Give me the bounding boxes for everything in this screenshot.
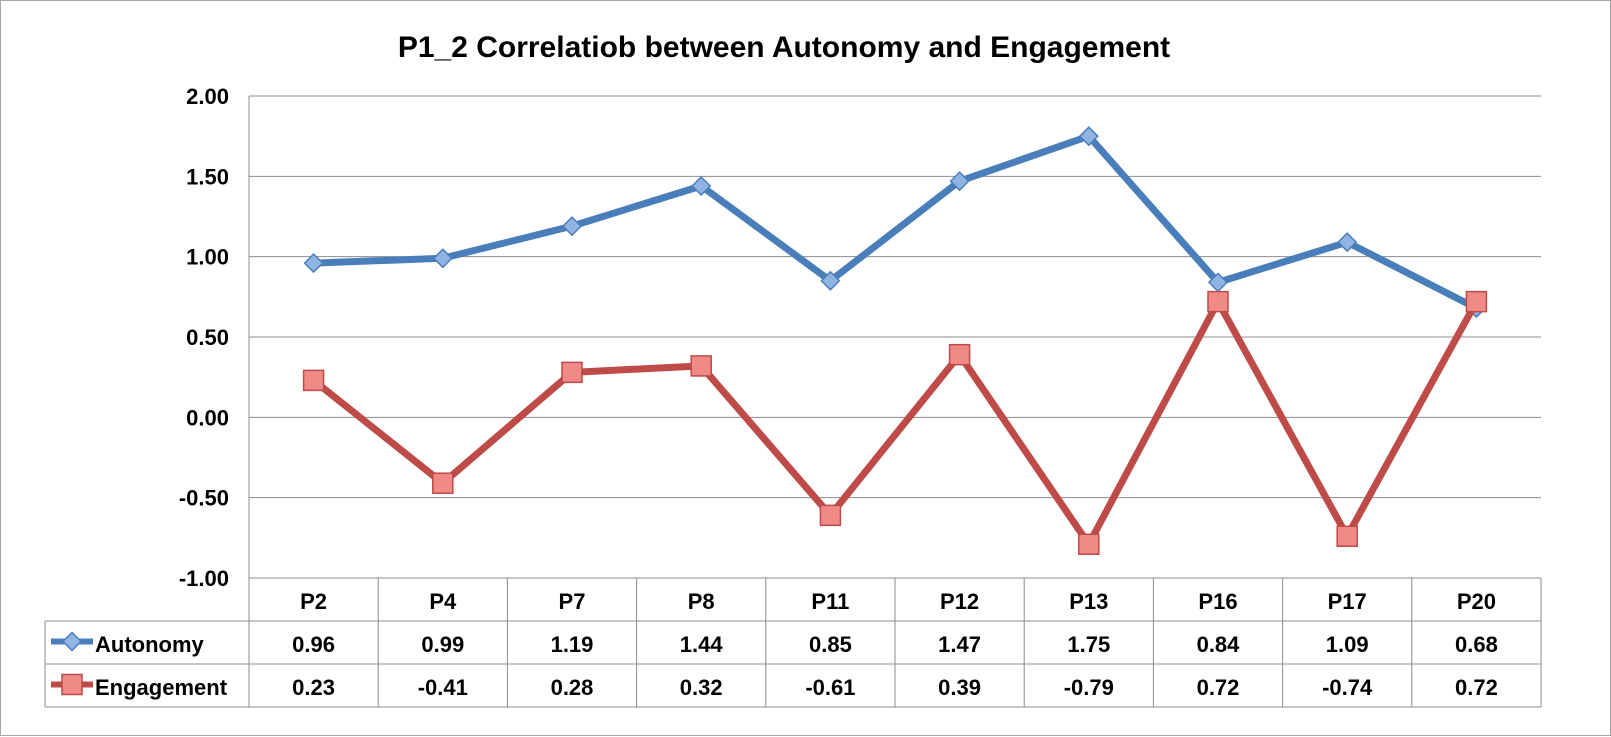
- y-tick-label: 1.00: [186, 245, 229, 270]
- data-point: [820, 270, 841, 291]
- y-tick-label: 0.50: [186, 325, 229, 350]
- data-point: [1336, 525, 1358, 547]
- data-point: [1078, 126, 1099, 147]
- series-line: [313, 132, 1478, 312]
- data-point: [949, 171, 970, 192]
- data-point: [948, 343, 971, 366]
- data-point: [303, 253, 324, 274]
- legend-marker: [61, 673, 83, 696]
- data-label: 0.68: [1455, 632, 1498, 657]
- y-tick-label: 2.00: [186, 84, 229, 109]
- series-layer: [302, 126, 1488, 556]
- data-point: [819, 504, 842, 527]
- category-label: P16: [1198, 589, 1237, 614]
- series-engagement: [302, 290, 1488, 556]
- chart-title: P1_2 Correlatiob between Autonomy and En…: [398, 31, 1170, 64]
- series-autonomy: [303, 126, 1487, 319]
- data-point: [561, 216, 583, 237]
- data-label: -0.79: [1064, 675, 1114, 700]
- data-point: [302, 369, 325, 392]
- data-label: 1.75: [1067, 632, 1110, 657]
- data-point: [1078, 533, 1100, 556]
- series-line: [311, 298, 1480, 548]
- data-label: -0.41: [418, 675, 468, 700]
- data-label: 1.44: [680, 632, 724, 657]
- legend-label: Autonomy: [95, 632, 205, 657]
- data-point: [432, 472, 454, 494]
- legend-label: Engagement: [95, 675, 228, 700]
- category-label: P13: [1069, 589, 1108, 614]
- category-label: P12: [940, 589, 979, 614]
- data-point: [1207, 290, 1229, 313]
- legend-marker: [61, 631, 83, 652]
- data-label: 0.85: [809, 632, 852, 657]
- category-label: P4: [429, 589, 457, 614]
- data-point: [1465, 290, 1488, 313]
- y-tick-label: 0.00: [186, 405, 229, 430]
- data-table: P2 P4 P7 P8 P11 P12 P13 P16 P17 P20 Autonomy 0.96 0.…: [44, 577, 1542, 708]
- category-label: P17: [1328, 589, 1367, 614]
- data-label: 1.19: [551, 632, 594, 657]
- data-point: [1337, 232, 1358, 253]
- y-axis: -1.00 -0.50 0.00 0.50 1.00 1.50 2.00: [179, 84, 250, 591]
- category-label: P7: [559, 589, 586, 614]
- y-tick-label: 1.50: [186, 164, 229, 189]
- category-label: P2: [300, 589, 327, 614]
- category-label: P20: [1457, 589, 1496, 614]
- data-label: 0.32: [680, 675, 723, 700]
- data-label: 1.09: [1326, 632, 1369, 657]
- data-label: 0.72: [1455, 675, 1498, 700]
- y-tick-label: -1.00: [179, 566, 229, 591]
- data-label: 0.72: [1197, 675, 1240, 700]
- data-label: 0.23: [292, 675, 335, 700]
- data-label: 0.99: [421, 632, 464, 657]
- data-label: -0.61: [805, 675, 855, 700]
- gridlines: [249, 95, 1541, 579]
- data-label: -0.74: [1322, 675, 1373, 700]
- data-label: 0.39: [938, 675, 981, 700]
- data-label: 1.47: [938, 632, 981, 657]
- data-label: 0.84: [1197, 632, 1241, 657]
- data-point: [690, 355, 712, 377]
- data-point: [691, 175, 712, 197]
- category-label: P11: [811, 589, 849, 614]
- data-point: [432, 248, 453, 269]
- category-label: P8: [688, 589, 715, 614]
- data-label: 0.96: [292, 632, 335, 657]
- y-tick-label: -0.50: [179, 486, 229, 511]
- data-point: [561, 361, 583, 384]
- data-label: 0.28: [551, 675, 594, 700]
